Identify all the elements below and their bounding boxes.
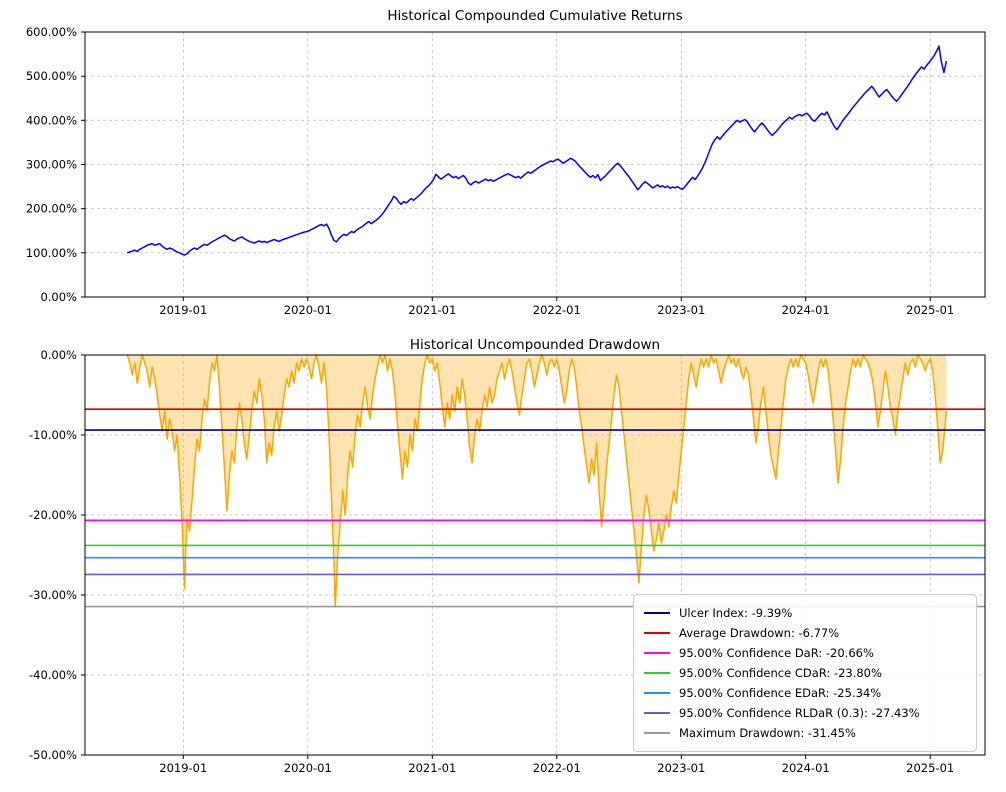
x-tick-label: 2022-01 (533, 303, 581, 317)
cdar-95-legend-label: 95.00% Confidence CDaR: -23.80% (679, 666, 882, 680)
average-drawdown-legend-swatch (644, 632, 670, 634)
y-tick-label: -30.00% (29, 588, 77, 602)
x-tick-label: 2020-01 (284, 761, 332, 775)
x-tick-label: 2025-01 (906, 303, 954, 317)
legend-item-average-drawdown: Average Drawdown: -6.77% (644, 623, 966, 643)
ulcer-index-legend-swatch (644, 612, 670, 614)
x-tick-label: 2022-01 (533, 761, 581, 775)
maximum-drawdown-legend-swatch (644, 732, 670, 734)
dar-95-legend-swatch (644, 652, 670, 654)
y-tick-label: 600.00% (26, 25, 77, 39)
x-tick-label: 2025-01 (906, 761, 954, 775)
drawdown-chart: Historical Uncompounded Drawdown 0.00% -1… (0, 325, 1006, 792)
plot-frame (84, 354, 986, 756)
rldar-95-legend-swatch (644, 712, 670, 714)
cumulative-returns-chart: Historical Compounded Cumulative Returns… (0, 0, 1006, 325)
drawdown-legend: Ulcer Index: -9.39% Average Drawdown: -6.… (633, 594, 977, 752)
x-tick-label: 2019-01 (159, 303, 207, 317)
y-tick-label: 0.00% (40, 290, 77, 304)
legend-item-ulcer-index: Ulcer Index: -9.39% (644, 603, 966, 623)
maximum-drawdown-legend-label: Maximum Drawdown: -31.45% (679, 726, 856, 740)
legend-item-edar-95: 95.00% Confidence EDaR: -25.34% (644, 683, 966, 703)
y-tick-label: -50.00% (29, 748, 77, 762)
y-tick-label: -10.00% (29, 428, 77, 442)
x-tick-label: 2020-01 (284, 303, 332, 317)
y-tick-label: -40.00% (29, 668, 77, 682)
drawdown-plot: 0.00% -10.00% -20.00% -30.00% -40.00% -50.00%… (29, 348, 986, 775)
x-tick-label: 2021-01 (408, 761, 456, 775)
ulcer-index-legend-label: Ulcer Index: -9.39% (679, 606, 793, 620)
cumulative-returns-plot: 0.00% 100.00% 200.00% 300.00% 400.00% 500.00%… (26, 25, 986, 317)
x-tick-label: 2024-01 (782, 303, 830, 317)
cumulative-returns-line (127, 45, 948, 256)
drawdown-chart-title: Historical Uncompounded Drawdown (409, 337, 661, 353)
drawdown-area (127, 355, 947, 607)
legend-item-cdar-95: 95.00% Confidence CDaR: -23.80% (644, 663, 966, 683)
legend-item-maximum-drawdown: Maximum Drawdown: -31.45% (644, 723, 966, 743)
x-tick-label: 2021-01 (408, 303, 456, 317)
y-tick-label: 500.00% (26, 69, 77, 83)
cumulative-returns-chart-title: Historical Compounded Cumulative Returns (387, 8, 683, 24)
y-tick-label: 200.00% (26, 202, 77, 216)
x-tick-label: 2023-01 (657, 761, 705, 775)
y-tick-label: -20.00% (29, 508, 77, 522)
y-tick-label: 100.00% (26, 246, 77, 260)
x-tick-label: 2024-01 (782, 761, 830, 775)
x-tick-label: 2019-01 (159, 761, 207, 775)
dar-95-legend-label: 95.00% Confidence DaR: -20.66% (679, 646, 874, 660)
drawdown-line (126, 354, 948, 608)
x-tick-label: 2023-01 (657, 303, 705, 317)
cdar-95-legend-swatch (644, 672, 670, 674)
y-tick-label: 300.00% (26, 158, 77, 172)
legend-item-rldar-95: 95.00% Confidence RLDaR (0.3): -27.43% (644, 703, 966, 723)
edar-95-legend-label: 95.00% Confidence EDaR: -25.34% (679, 686, 882, 700)
y-tick-label: 0.00% (40, 348, 77, 362)
rldar-95-legend-label: 95.00% Confidence RLDaR (0.3): -27.43% (679, 706, 920, 720)
edar-95-legend-swatch (644, 692, 670, 694)
average-drawdown-legend-label: Average Drawdown: -6.77% (679, 626, 840, 640)
legend-item-dar-95: 95.00% Confidence DaR: -20.66% (644, 643, 966, 663)
y-tick-label: 400.00% (26, 113, 77, 127)
